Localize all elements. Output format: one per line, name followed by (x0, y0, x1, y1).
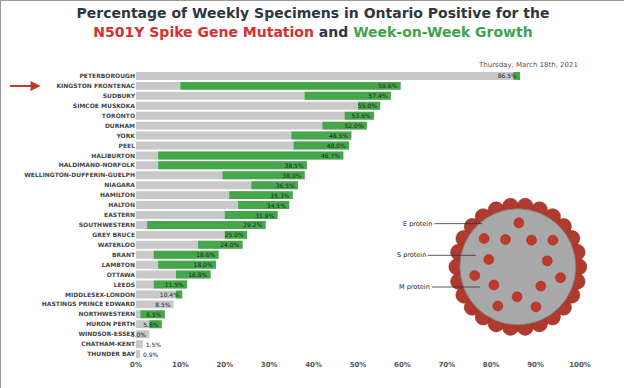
svg-text:PETERBOROUGH: PETERBOROUGH (79, 72, 135, 79)
svg-text:DURHAM: DURHAM (105, 122, 135, 129)
svg-text:M protein: M protein (399, 283, 430, 291)
svg-text:TORONTO: TORONTO (102, 112, 135, 119)
svg-text:20%: 20% (216, 361, 233, 369)
svg-text:HASTINGS PRINCE EDWARD: HASTINGS PRINCE EDWARD (42, 300, 135, 307)
svg-text:50%: 50% (350, 361, 367, 369)
svg-text:HAMILTON: HAMILTON (100, 191, 135, 198)
svg-text:GREY BRUCE: GREY BRUCE (92, 231, 135, 238)
svg-text:NIAGARA: NIAGARA (104, 181, 135, 188)
svg-text:35.3%: 35.3% (270, 192, 289, 199)
svg-text:0%: 0% (130, 361, 142, 369)
svg-text:57.4%: 57.4% (369, 92, 388, 99)
svg-text:38.0%: 38.0% (282, 172, 301, 179)
svg-text:SUDBURY: SUDBURY (103, 92, 136, 99)
svg-text:THUNDER BAY: THUNDER BAY (87, 350, 135, 357)
svg-text:90%: 90% (527, 361, 544, 369)
svg-text:CHATHAM-KENT: CHATHAM-KENT (81, 340, 136, 347)
svg-text:KINGSTON FRONTENAC: KINGSTON FRONTENAC (56, 82, 135, 89)
svg-text:36.5%: 36.5% (276, 182, 295, 189)
svg-text:24.0%: 24.0% (220, 241, 239, 248)
svg-text:YORK: YORK (115, 132, 135, 139)
svg-text:40%: 40% (305, 361, 322, 369)
svg-text:18.0%: 18.0% (194, 261, 213, 268)
svg-text:70%: 70% (438, 361, 455, 369)
svg-text:55.0%: 55.0% (358, 102, 377, 109)
svg-text:OTTAWA: OTTAWA (107, 271, 136, 278)
svg-text:25.0%: 25.0% (225, 231, 244, 238)
svg-text:WINDSOR-ESSEX: WINDSOR-ESSEX (78, 330, 135, 337)
svg-text:86.5%: 86.5% (498, 72, 517, 79)
svg-text:WELLINGTON-DUFFERIN-GUELPH: WELLINGTON-DUFFERIN-GUELPH (24, 171, 135, 178)
svg-text:46.7%: 46.7% (321, 152, 340, 159)
svg-text:48.0%: 48.0% (327, 142, 346, 149)
svg-text:S protein: S protein (397, 251, 426, 259)
svg-text:48.5%: 48.5% (329, 132, 348, 139)
svg-text:LAMBTON: LAMBTON (102, 261, 135, 268)
svg-text:29.2%: 29.2% (243, 221, 262, 228)
svg-text:18.6%: 18.6% (196, 251, 215, 258)
svg-text:11.5%: 11.5% (165, 281, 184, 288)
svg-text:6.5%: 6.5% (146, 311, 162, 318)
svg-text:52.0%: 52.0% (345, 122, 364, 129)
svg-text:BRANT: BRANT (112, 251, 136, 258)
svg-text:HALIBURTON: HALIBURTON (91, 152, 135, 159)
svg-text:SIMCOE MUSKOKA: SIMCOE MUSKOKA (73, 102, 136, 109)
svg-text:8.5%: 8.5% (155, 301, 171, 308)
svg-text:NORTHWESTERN: NORTHWESTERN (79, 310, 135, 317)
svg-text:HURON PERTH: HURON PERTH (86, 320, 135, 327)
svg-text:E protein: E protein (403, 220, 432, 228)
svg-text:100%: 100% (569, 361, 591, 369)
svg-text:80%: 80% (483, 361, 500, 369)
svg-text:0.9%: 0.9% (143, 351, 159, 358)
svg-text:WATERLOO: WATERLOO (98, 241, 135, 248)
svg-text:EASTERN: EASTERN (104, 211, 135, 218)
svg-text:38.5%: 38.5% (285, 162, 304, 169)
svg-text:HALTON: HALTON (108, 201, 135, 208)
svg-text:30%: 30% (261, 361, 278, 369)
svg-text:53.6%: 53.6% (352, 112, 371, 119)
svg-text:LEEDS: LEEDS (114, 281, 135, 288)
svg-text:59.6%: 59.6% (378, 82, 397, 89)
svg-text:HALDIMAND-NORFOLK: HALDIMAND-NORFOLK (59, 161, 136, 168)
svg-text:5.8%: 5.8% (143, 321, 159, 328)
svg-text:SOUTHWESTERN: SOUTHWESTERN (79, 221, 135, 228)
svg-text:1.5%: 1.5% (146, 341, 162, 348)
svg-text:3.0%: 3.0% (131, 331, 147, 338)
svg-text:16.8%: 16.8% (188, 271, 207, 278)
svg-text:Percentage of Weekly Specimens: Percentage of Weekly Specimens in Ontari… (76, 5, 549, 39)
svg-text:10%: 10% (172, 361, 189, 369)
svg-text:60%: 60% (394, 361, 411, 369)
svg-text:31.9%: 31.9% (255, 212, 274, 219)
svg-text:10.4%: 10.4% (160, 291, 179, 298)
svg-text:Thursday, March 18th, 2021: Thursday, March 18th, 2021 (478, 61, 578, 69)
svg-text:34.5%: 34.5% (267, 202, 286, 209)
svg-text:MIDDLESEX-LONDON: MIDDLESEX-LONDON (65, 291, 135, 298)
svg-text:PEEL: PEEL (119, 142, 136, 149)
